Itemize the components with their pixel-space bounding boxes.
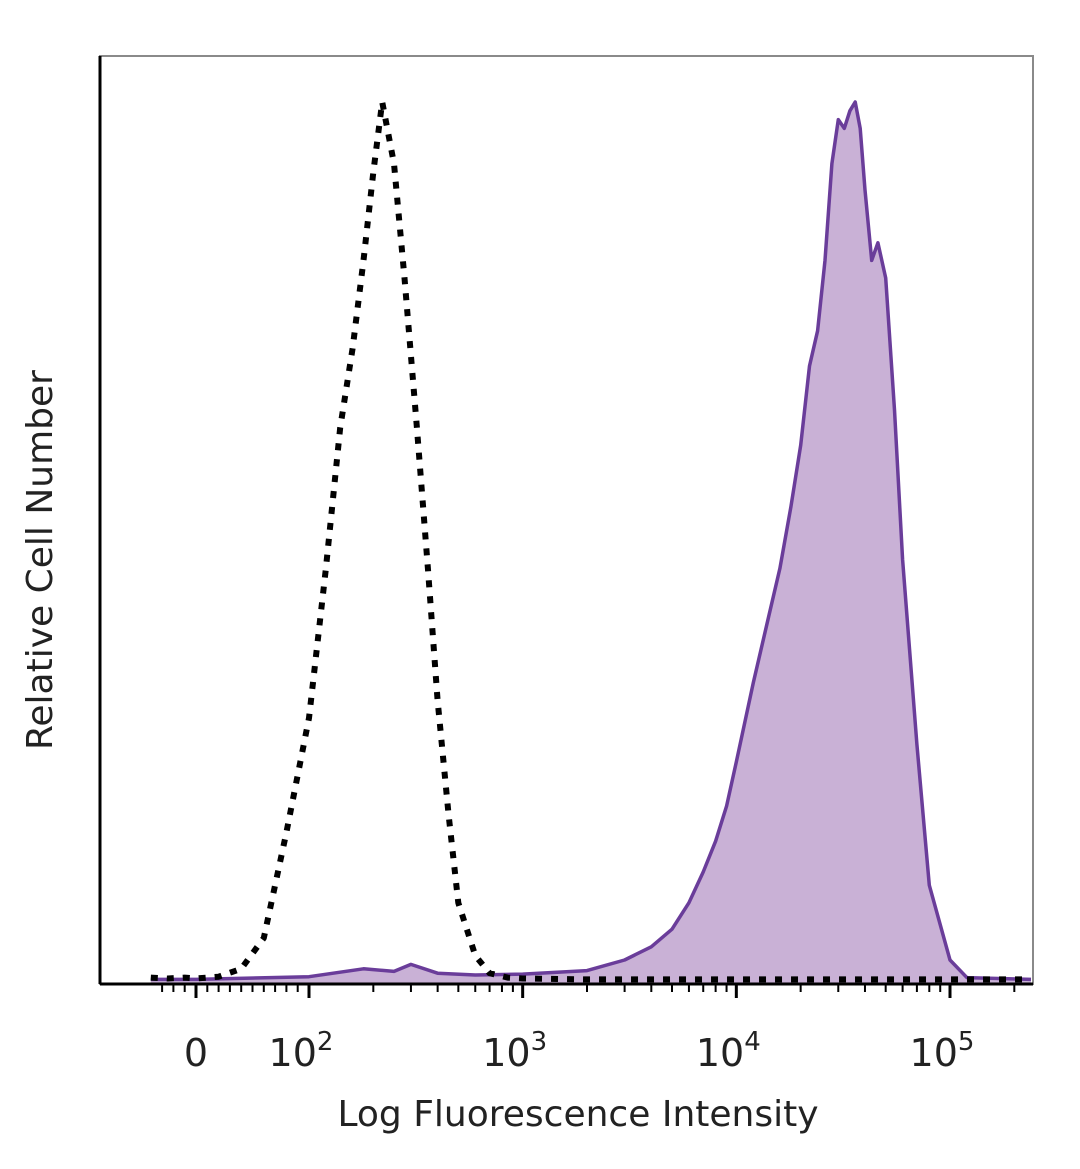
series-1-fill <box>150 102 1032 983</box>
x-tick-label-0: 0 <box>184 1031 208 1075</box>
x-tick-label-2: 103 <box>482 1027 547 1075</box>
series-layer <box>150 99 1032 983</box>
minor-ticks <box>161 984 1016 992</box>
series-0-line <box>150 99 1031 983</box>
x-axis-title: Log Fluorescence Intensity <box>337 1094 818 1135</box>
major-ticks <box>194 984 952 998</box>
x-tick-label-4: 105 <box>910 1027 975 1075</box>
y-axis-title: Relative Cell Number <box>20 370 61 750</box>
x-tick-label-1: 102 <box>269 1027 334 1075</box>
series-1-line <box>150 100 1032 982</box>
tick-labels: 0 102 103 104 105 <box>184 1027 975 1075</box>
x-tick-label-3: 104 <box>696 1027 761 1075</box>
